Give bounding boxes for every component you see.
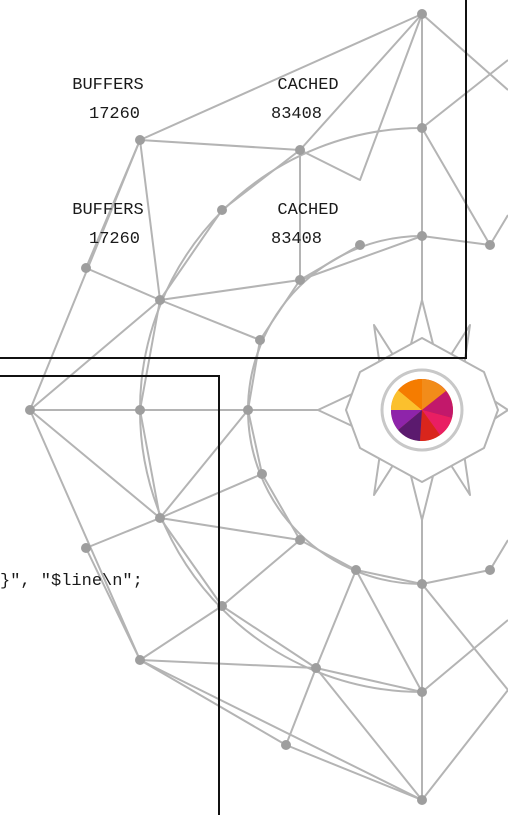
- buffers-value: 17260: [89, 105, 141, 124]
- cached-value: 83408: [271, 230, 323, 249]
- code-line: }", "$line\n";: [0, 572, 143, 591]
- cached-label: CACHED: [277, 76, 339, 95]
- terminal-window-top[interactable]: BUFFERS CACHED 17260 83408 BUFFERS CACHE…: [0, 0, 467, 359]
- cached-label: CACHED: [277, 201, 339, 220]
- color-wheel-compass-logo: [380, 368, 464, 452]
- cached-value: 83408: [271, 105, 323, 124]
- buffers-label: BUFFERS: [72, 76, 144, 95]
- terminal-window-bottom[interactable]: }", "$line\n";: [0, 375, 220, 815]
- buffers-value: 17260: [89, 230, 141, 249]
- buffers-label: BUFFERS: [72, 201, 144, 220]
